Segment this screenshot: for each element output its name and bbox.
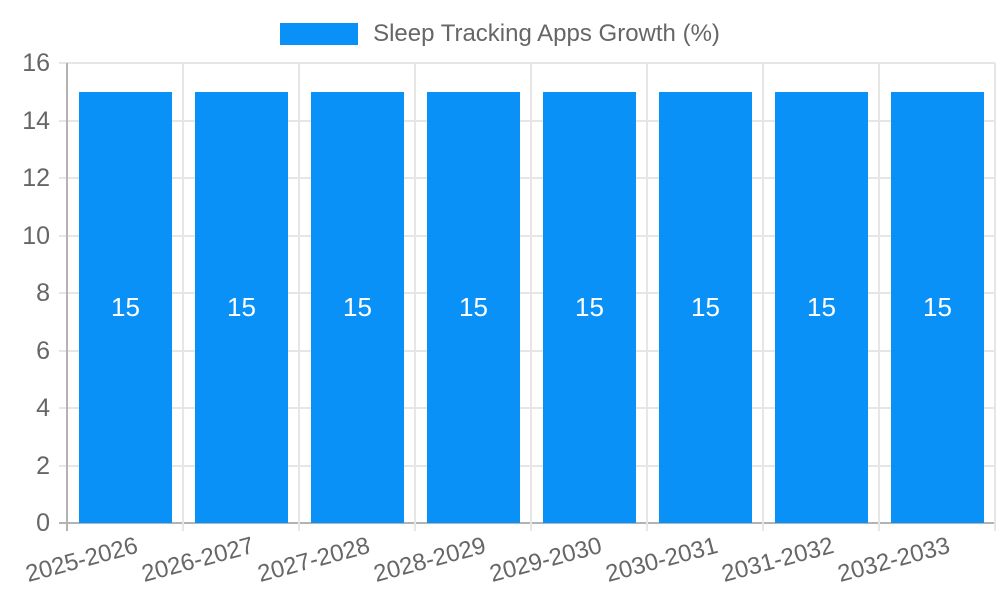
gridline-vertical	[994, 63, 996, 531]
y-tick-label: 16	[22, 49, 50, 77]
gridline-horizontal	[59, 407, 995, 409]
y-axis-line	[66, 63, 68, 531]
bar-value-label: 15	[459, 291, 488, 322]
y-tick-label: 12	[22, 164, 50, 192]
gridline-vertical	[646, 63, 648, 531]
gridline-vertical	[298, 63, 300, 531]
gridline-horizontal	[59, 349, 995, 352]
bar[interactable]: 15	[891, 91, 984, 523]
bar[interactable]: 15	[195, 91, 288, 523]
x-tick-label: 2030-2031	[602, 532, 721, 588]
bar[interactable]: 15	[311, 91, 404, 523]
bar[interactable]: 15	[79, 91, 172, 523]
gridline-vertical	[762, 63, 764, 531]
y-tick-label: 10	[22, 221, 50, 250]
bar-value-label: 15	[923, 291, 952, 322]
bar-value-label: 15	[111, 291, 140, 322]
bar-value-label: 15	[343, 291, 372, 322]
gridline-vertical	[414, 63, 416, 531]
chart-legend[interactable]: Sleep Tracking Apps Growth (%)	[0, 20, 1000, 48]
bar-value-label: 15	[807, 291, 836, 322]
legend-label: Sleep Tracking Apps Growth (%)	[373, 20, 720, 47]
legend-swatch	[280, 23, 359, 45]
gridline-horizontal	[59, 119, 995, 122]
x-tick-label: 2032-2033	[834, 532, 953, 588]
bar[interactable]: 15	[543, 91, 636, 523]
y-tick-label: 4	[36, 394, 50, 422]
gridline-vertical	[530, 63, 532, 531]
y-tick-label: 8	[36, 279, 50, 307]
gridline-horizontal	[59, 522, 995, 524]
bar-value-label: 15	[691, 291, 720, 322]
bar[interactable]: 15	[659, 91, 752, 523]
y-tick-label: 0	[36, 509, 50, 537]
bar[interactable]: 15	[427, 91, 520, 523]
y-tick-label: 14	[22, 106, 50, 135]
gridline-horizontal	[59, 177, 995, 179]
y-tick-label: 6	[36, 336, 50, 365]
x-tick-label: 2027-2028	[254, 532, 373, 588]
bar[interactable]: 15	[775, 91, 868, 523]
bar-value-label: 15	[227, 291, 256, 322]
y-tick-label: 2	[36, 451, 50, 480]
x-tick-label: 2025-2026	[22, 532, 141, 588]
gridline-vertical	[182, 63, 184, 531]
x-tick-label: 2026-2027	[138, 532, 257, 588]
bar-value-label: 15	[575, 291, 604, 322]
gridline-horizontal	[59, 292, 995, 294]
gridline-vertical	[878, 63, 880, 531]
gridline-horizontal	[59, 62, 995, 64]
gridline-horizontal	[59, 464, 995, 467]
x-tick-label: 2031-2032	[718, 532, 837, 588]
gridline-horizontal	[59, 234, 995, 237]
x-tick-label: 2029-2030	[486, 532, 605, 588]
x-tick-label: 2028-2029	[370, 532, 489, 588]
